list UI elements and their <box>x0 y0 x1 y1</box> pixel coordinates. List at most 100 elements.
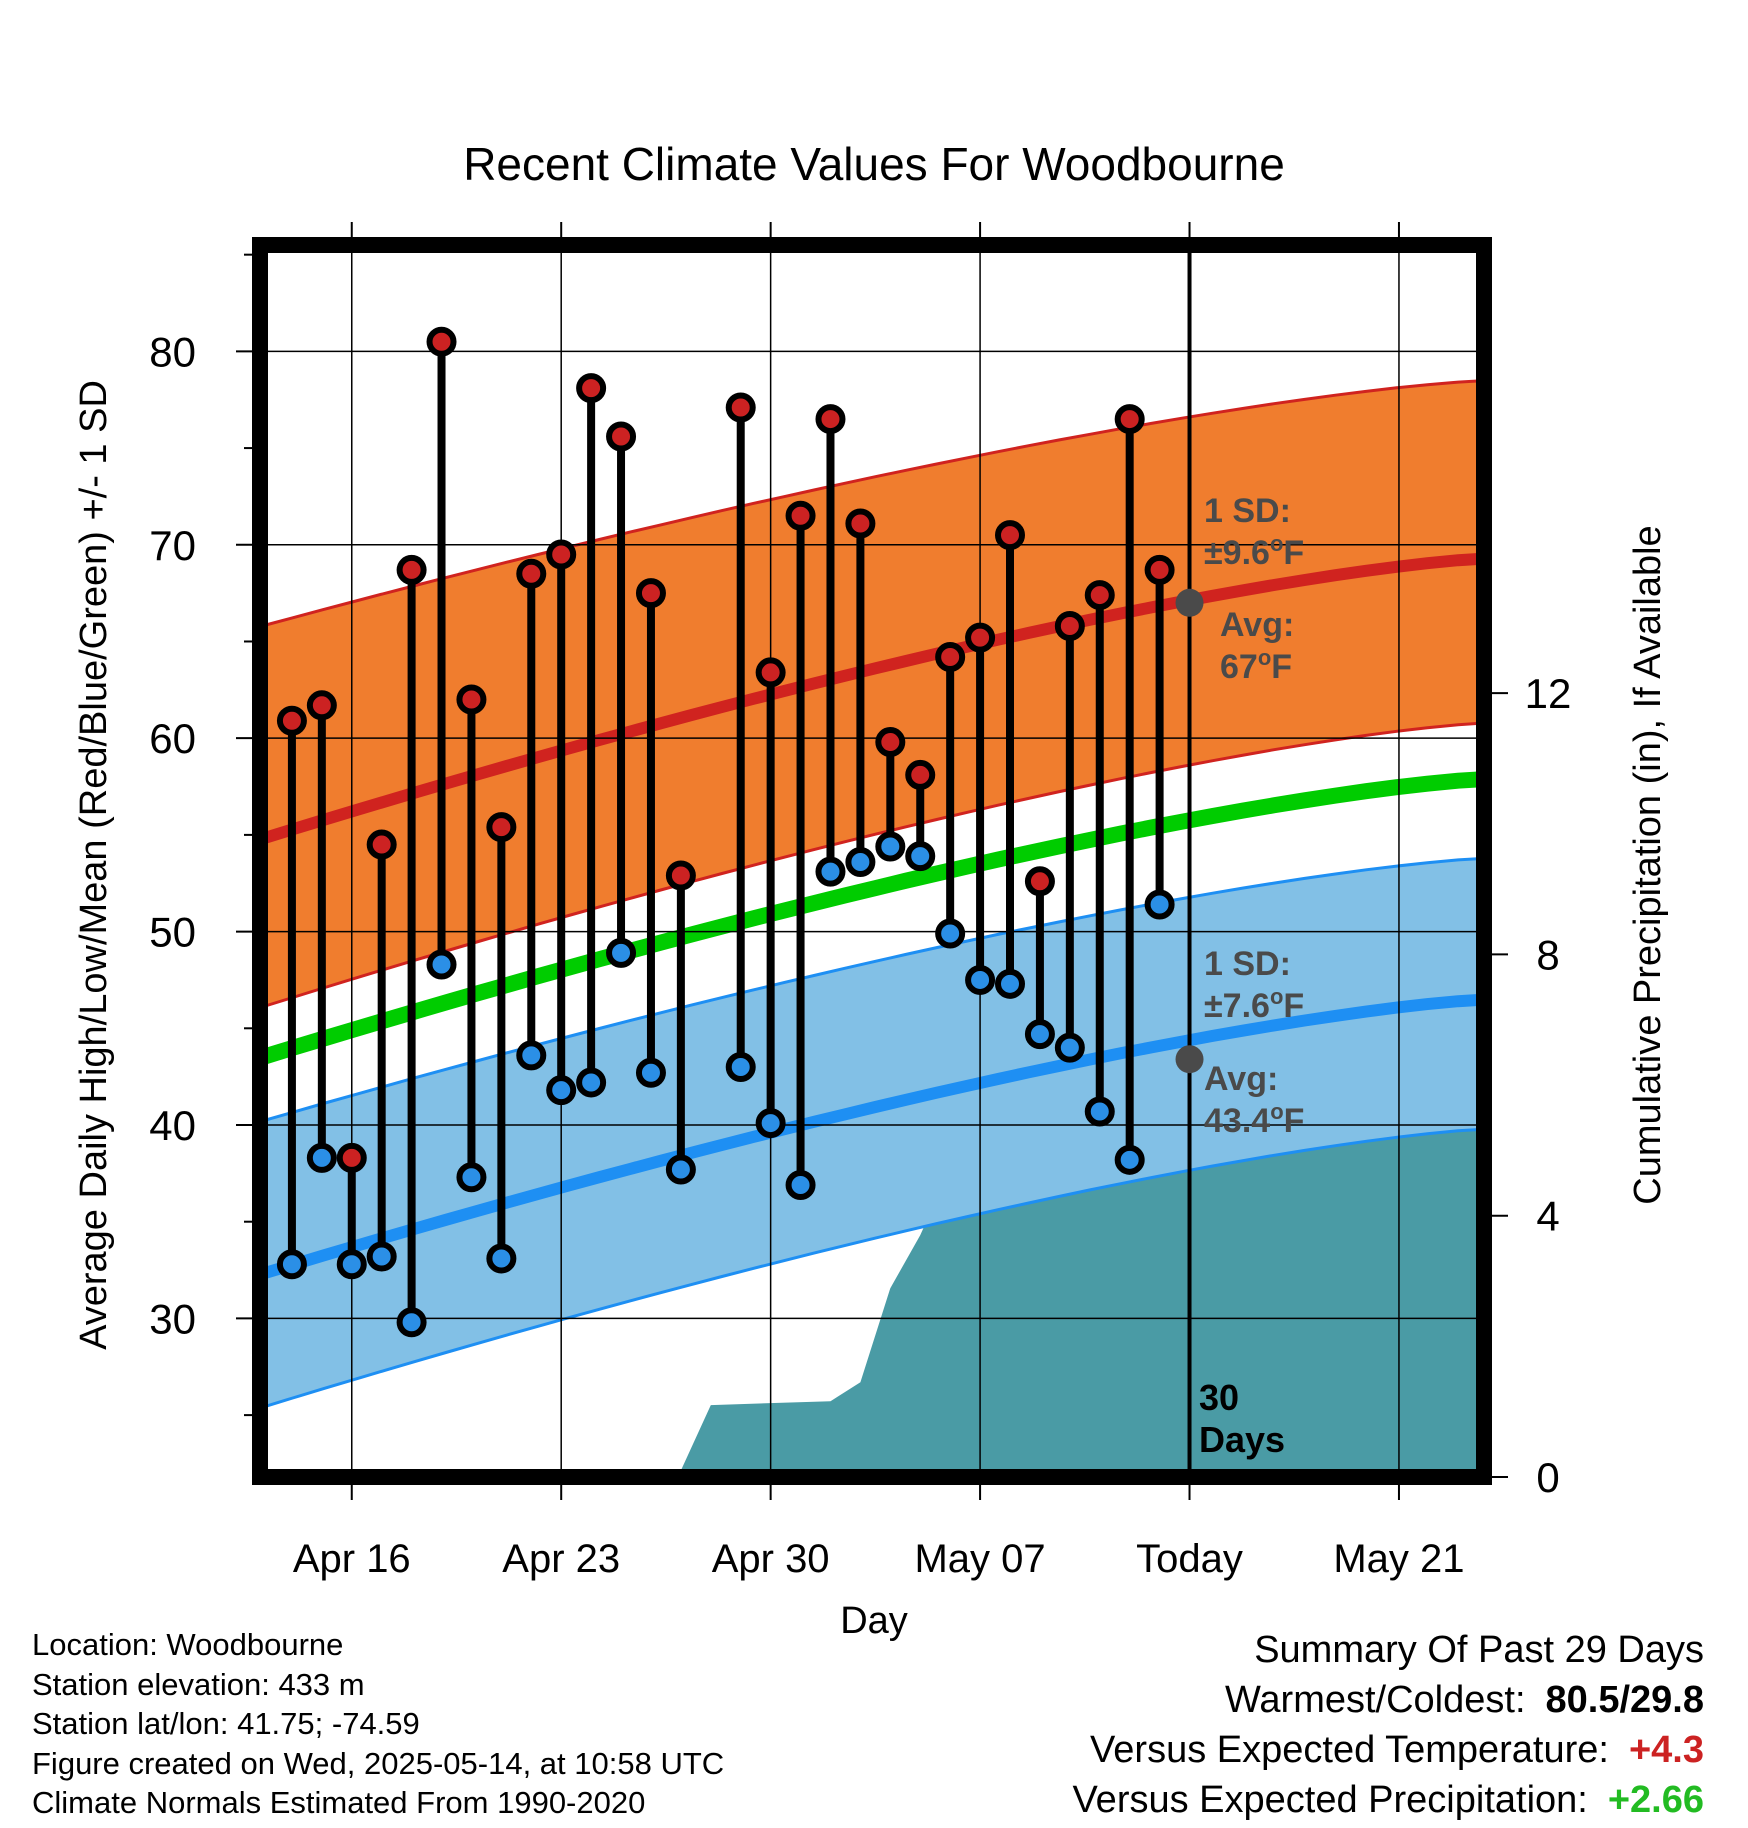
high-avg-label: Avg: <box>1220 606 1294 644</box>
low-marker <box>306 1142 337 1173</box>
y2-tick-label: 12 <box>1525 670 1572 717</box>
avg-low-line <box>260 993 1484 1280</box>
high-marker <box>1024 866 1055 897</box>
low-marker <box>1024 1019 1055 1050</box>
high-marker <box>1114 404 1145 435</box>
y-tick-label: 30 <box>149 1295 196 1342</box>
low-sd-label: 1 SD: <box>1204 945 1291 983</box>
low-marker <box>516 1040 547 1071</box>
low-marker <box>665 1154 696 1185</box>
high-marker <box>576 373 607 404</box>
low-marker <box>1144 889 1175 920</box>
today-low-avg-dot <box>1175 1045 1204 1074</box>
low-marker <box>875 831 906 862</box>
low-marker <box>1084 1096 1115 1127</box>
y-tick-label: 40 <box>149 1102 196 1149</box>
avg-high-line <box>260 552 1484 845</box>
high-marker <box>785 500 816 531</box>
high-marker <box>1144 554 1175 585</box>
y2-axis-label: Cumulative Precipitation (in), If Availa… <box>1627 525 1669 1204</box>
low-marker <box>905 841 936 872</box>
chart-title: Recent Climate Values For Woodbourne <box>463 138 1285 190</box>
x-tick-label: May 07 <box>914 1537 1045 1581</box>
days-label: Days <box>1199 1419 1285 1460</box>
high-marker <box>875 727 906 758</box>
axes: 30 40 50 60 70 80 0 4 8 12 Apr 16 Apr 23 Apr 30 May 0… <box>149 222 1571 1581</box>
low-marker <box>336 1249 367 1280</box>
precip-label: Versus Expected Precipitation: <box>1072 1779 1588 1821</box>
low-marker <box>606 937 637 968</box>
normals-text: Climate Normals Estimated From 1990-2020 <box>32 1785 646 1820</box>
low-marker <box>995 968 1025 999</box>
high-marker <box>1084 580 1115 611</box>
summary-title: Summary Of Past 29 Days <box>1254 1629 1704 1671</box>
low-marker <box>635 1057 666 1088</box>
low-marker <box>576 1067 607 1098</box>
y-axis-label: Average Daily High/Low/Mean (Red/Blue/Gr… <box>73 380 115 1350</box>
low-marker <box>546 1075 577 1106</box>
high-marker <box>755 657 786 688</box>
low-marker <box>785 1169 816 1200</box>
high-marker <box>905 759 936 790</box>
high-marker <box>845 508 876 539</box>
low-avg-label: Avg: <box>1204 1060 1278 1098</box>
high-marker <box>456 684 487 715</box>
low-sd-band-upper-edge <box>261 856 1484 1123</box>
y-tick-label: 60 <box>149 715 196 762</box>
high-sd-band <box>262 380 1484 1007</box>
low-marker <box>1054 1032 1085 1063</box>
location-text: Location: Woodbourne <box>32 1627 344 1662</box>
high-marker <box>366 829 397 860</box>
temp-value: +4.3 <box>1628 1729 1704 1771</box>
latlon-text: Station lat/lon: 41.75; -74.59 <box>32 1706 420 1741</box>
days-count-label: 30 <box>1199 1377 1239 1418</box>
x-tick-label: Apr 23 <box>502 1537 620 1581</box>
high-marker <box>725 392 756 423</box>
low-marker <box>815 856 846 887</box>
high-marker <box>426 326 457 357</box>
high-marker <box>546 539 577 570</box>
high-marker <box>995 520 1025 551</box>
low-marker <box>426 949 457 980</box>
avg-mean-line <box>260 771 1484 1065</box>
temp-label: Versus Expected Temperature: <box>1090 1729 1609 1771</box>
high-marker <box>336 1142 367 1173</box>
y2-tick-label: 4 <box>1536 1193 1559 1240</box>
elevation-text: Station elevation: 433 m <box>32 1666 365 1702</box>
high-marker <box>935 641 966 672</box>
low-avg-value: 43.4oF <box>1204 1099 1304 1140</box>
high-marker <box>606 421 637 452</box>
y2-tick-label: 8 <box>1536 931 1559 978</box>
created-text: Figure created on Wed, 2025-05-14, at 10… <box>32 1745 725 1781</box>
y2-tick-label: 0 <box>1536 1454 1559 1501</box>
high-marker <box>516 558 547 589</box>
low-sd-band-lower-edge <box>261 1127 1484 1409</box>
low-marker <box>456 1162 487 1193</box>
low-marker <box>725 1051 756 1082</box>
precip-row: Versus Expected Precipitation: +2.66 <box>1072 1775 1704 1825</box>
high-marker <box>306 690 337 721</box>
x-tick-label: May 21 <box>1333 1537 1464 1581</box>
low-sd-band <box>262 858 1484 1408</box>
high-sd-label: 1 SD: <box>1204 492 1291 530</box>
high-sd-band-upper-edge <box>261 379 1484 628</box>
low-marker <box>396 1307 427 1338</box>
high-avg-value: 67oF <box>1220 645 1292 686</box>
low-sd-value: ±7.6oF <box>1204 984 1304 1025</box>
high-marker <box>1054 611 1085 642</box>
y-tick-label: 50 <box>149 909 196 956</box>
low-marker <box>935 918 966 949</box>
high-sd-band-lower-edge <box>261 721 1484 1009</box>
plot-frame <box>252 237 1492 1485</box>
y-tick-label: 80 <box>149 328 196 375</box>
x-tick-label: Apr 30 <box>712 1537 830 1581</box>
x-tick-label: Today <box>1136 1537 1243 1581</box>
x-axis-label: Day <box>840 1600 908 1642</box>
warm-cold-label: Warmest/Coldest: <box>1224 1679 1526 1721</box>
station-info: Location: Woodbourne Station elevation: … <box>32 1625 724 1823</box>
low-marker <box>965 964 996 995</box>
high-marker <box>815 404 846 435</box>
